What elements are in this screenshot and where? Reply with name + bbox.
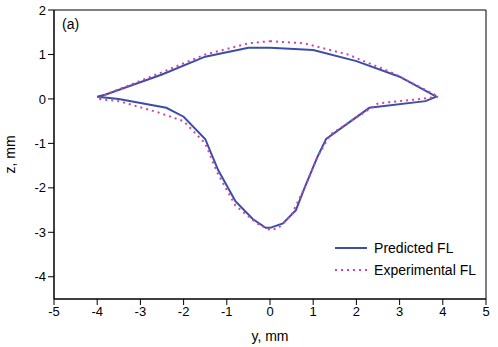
svg-text:y, mm: y, mm: [251, 328, 288, 344]
svg-text:5: 5: [482, 304, 489, 319]
html-text:Experimental FL: Experimental FL: [374, 262, 476, 278]
svg-text:2: 2: [39, 3, 46, 18]
svg-text:2: 2: [353, 304, 360, 319]
svg-text:-2: -2: [34, 180, 46, 195]
svg-text:1: 1: [310, 304, 317, 319]
svg-text:1: 1: [39, 47, 46, 62]
svg-text:z, mm: z, mm: [2, 135, 18, 173]
svg-text:-1: -1: [34, 136, 46, 151]
svg-text:-5: -5: [48, 304, 60, 319]
svg-text:-3: -3: [135, 304, 147, 319]
svg-text:4: 4: [439, 304, 446, 319]
svg-text:0: 0: [39, 92, 46, 107]
html-text:(a): (a): [62, 16, 80, 32]
svg-text:-1: -1: [221, 304, 233, 319]
svg-text:3: 3: [396, 304, 403, 319]
svg-text:-4: -4: [34, 269, 46, 284]
svg-text:-4: -4: [91, 304, 103, 319]
html-text:Predicted FL: Predicted FL: [374, 240, 454, 256]
svg-text:0: 0: [266, 304, 273, 319]
svg-text:-2: -2: [178, 304, 190, 319]
svg-text:-3: -3: [34, 225, 46, 240]
